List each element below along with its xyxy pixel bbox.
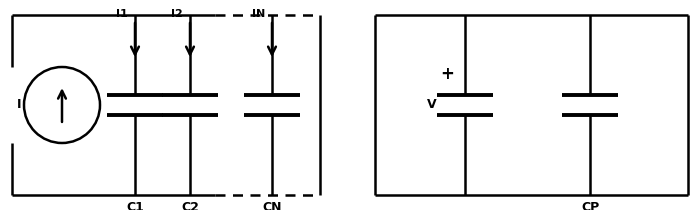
Text: V: V: [428, 98, 437, 112]
Text: +: +: [440, 65, 454, 83]
Text: CP: CP: [581, 201, 599, 210]
Text: C2: C2: [181, 201, 199, 210]
Text: C1: C1: [126, 201, 144, 210]
Text: I: I: [17, 98, 22, 112]
Text: I1: I1: [116, 9, 128, 19]
Text: I2: I2: [172, 9, 183, 19]
Text: CN: CN: [262, 201, 281, 210]
Text: IN: IN: [252, 9, 265, 19]
